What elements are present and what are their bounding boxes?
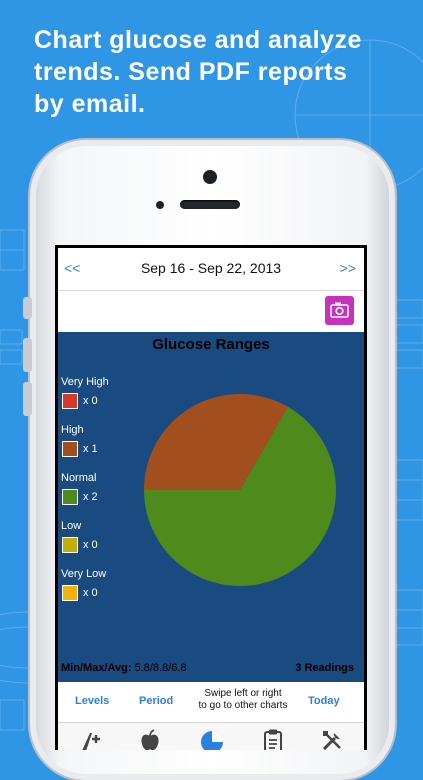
settings-icon[interactable] [320,729,344,750]
legend-label: Very Low [61,568,107,580]
snapshot-button[interactable] [325,296,354,325]
proximity-sensor [156,201,164,209]
camera-icon [330,302,349,318]
headline: Chart glucose and analyze trends. Send P… [34,24,404,120]
app-screen: << Sep 16 - Sep 22, 2013 >> Glucose Rang… [58,248,364,750]
food-icon[interactable] [138,729,162,750]
legend-swatch [62,441,78,457]
legend-swatch [62,489,78,505]
pie-chart [144,394,336,586]
swipe-hint: Swipe left or right to go to other chart… [188,688,298,712]
next-period-button[interactable]: >> [339,260,356,276]
date-range-title: Sep 16 - Sep 22, 2013 [140,260,282,276]
logbook-icon[interactable] [262,729,284,750]
legend-count: x 2 [83,491,98,503]
volume-down-button [23,382,32,416]
front-camera [203,170,217,184]
legend-label: High [61,424,84,436]
headline-line-3: by email. [34,90,146,118]
legend-label: Low [61,520,82,532]
period-button[interactable]: Period [139,695,174,707]
add-entry-icon[interactable] [78,729,102,750]
summary-value: 5.8/8.8/6.8 [134,662,187,674]
chart-controls: Levels Period Swipe left or right to go … [58,682,364,723]
swipe-hint-line-2: to go to other charts [198,700,288,711]
pie-slice-high [144,394,288,490]
summary-stats: Min/Max/Avg: 5.8/8.8/6.8 [61,662,187,674]
glucose-ranges-chart[interactable]: Glucose Ranges Very High x 0 High x 1 Normal… [58,332,364,682]
tab-bar [58,723,364,750]
levels-button[interactable]: Levels [75,695,110,707]
readings-count: 3 Readings [295,662,354,674]
swipe-hint-line-1: Swipe left or right [204,688,282,699]
legend-count: x 0 [83,539,98,551]
volume-up-button [23,338,32,372]
today-button[interactable]: Today [308,695,340,707]
earpiece-speaker [180,200,240,209]
phone-screen: << Sep 16 - Sep 22, 2013 >> Glucose Rang… [55,245,367,750]
legend-swatch [62,537,78,553]
legend-count: x 1 [83,443,98,455]
navigation-bar: << Sep 16 - Sep 22, 2013 >> [58,248,364,291]
mute-switch [23,297,32,319]
charts-icon[interactable] [199,729,225,750]
legend-count: x 0 [83,587,98,599]
chart-title: Glucose Ranges [152,336,270,353]
previous-period-button[interactable]: << [64,260,81,276]
headline-line-1: Chart glucose and analyze [34,26,362,54]
toolbar [58,291,364,331]
headline-line-2: trends. Send PDF reports [34,58,348,86]
legend-label: Very High [61,376,109,388]
legend-swatch [62,393,78,409]
summary-label: Min/Max/Avg: [61,662,132,674]
legend-count: x 0 [83,395,98,407]
legend-swatch [62,585,78,601]
pie-slice-normal [144,406,336,586]
legend-label: Normal [61,472,97,484]
